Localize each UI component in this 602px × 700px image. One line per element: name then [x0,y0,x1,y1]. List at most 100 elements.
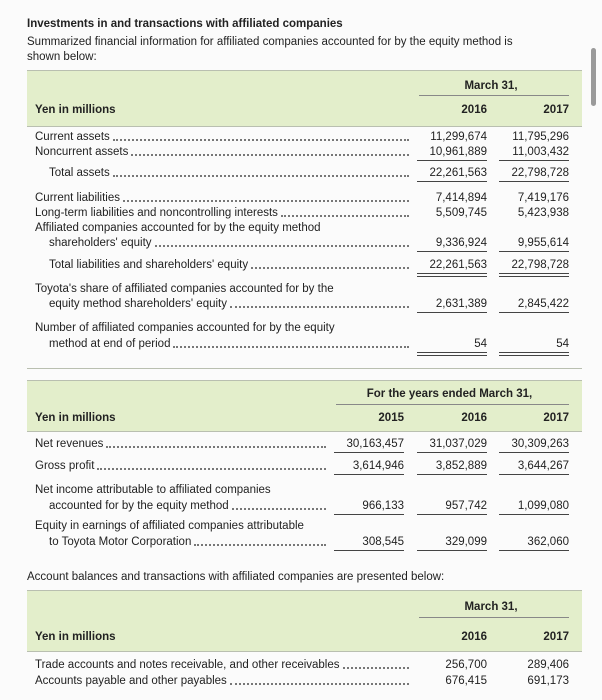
underline [334,514,404,515]
cell-value: 9,336,924 [435,237,487,249]
row-label: accounted for by the equity method [49,499,326,513]
label-text: Trade accounts and notes receivable, and… [35,659,340,671]
label-text: accounted for by the equity method [49,500,229,512]
label-text: Noncurrent assets [35,146,129,158]
cell-value: 54 [556,338,569,350]
underline [499,474,569,475]
rule [419,617,569,618]
cell-value: 256,700 [445,659,487,671]
leader-dots [131,154,409,156]
leader-dots [231,508,326,510]
label-text: Accounts payable and other payables [35,675,227,687]
cell-value: 1,099,080 [517,500,569,512]
unit-label: Yen in millions [35,412,116,424]
cell-value: 3,644,267 [517,460,569,472]
row-label: Current liabilities [35,191,409,205]
cell-value: 22,798,728 [511,259,569,271]
row-label: method at end of period [49,337,409,351]
cell-value: 30,309,263 [511,438,569,450]
underline [417,312,487,313]
underline [417,273,487,274]
cell-value: 31,037,029 [429,438,487,450]
header-band [27,380,582,432]
cell-value: 22,261,563 [429,167,487,179]
underline [499,352,569,353]
row-label: to Toyota Motor Corporation [49,535,326,549]
leader-dots [342,667,409,669]
label-text: Net revenues [35,438,104,450]
cell-value: 11,795,296 [512,131,569,143]
cell-value: 966,133 [362,500,404,512]
underline [499,355,569,356]
column-header: 2015 [378,412,404,424]
row-label: Total liabilities and shareholders' equi… [49,258,409,272]
label-text: Long-term liabilities and noncontrolling… [35,207,278,219]
underline [499,312,569,313]
label-text: Current liabilities [35,192,121,204]
column-header: 2016 [461,631,487,643]
leader-dots [106,446,326,448]
underline [499,452,569,453]
cell-value: 691,173 [527,675,569,687]
row-label: equity method shareholders' equity [49,297,409,311]
row-label: Toyota's share of affiliated companies a… [35,283,334,295]
leader-dots [173,346,409,348]
cell-value: 54 [474,338,487,350]
leader-dots [229,683,409,685]
unit-label: Yen in millions [35,631,116,643]
underline [499,514,569,515]
cell-value: 362,060 [527,536,569,548]
cell-value: 2,845,422 [517,298,569,310]
underline [417,550,487,551]
subtitle: Summarized financial information for aff… [27,36,513,48]
underline [499,251,569,252]
row-label: Net revenues [35,437,326,451]
row-label: Accounts payable and other payables [35,674,409,688]
underline [334,452,404,453]
period-header: March 31, [464,80,518,92]
cell-value: 30,163,457 [346,438,404,450]
note: Account balances and transactions with a… [27,571,445,583]
cell-value: 289,406 [527,659,569,671]
column-header: 2016 [461,104,487,116]
cell-value: 329,099 [445,536,487,548]
cell-value: 11,299,674 [430,131,487,143]
cell-value: 5,509,745 [435,207,487,219]
underline [417,352,487,353]
underline [499,181,569,182]
header-band [27,70,582,127]
table-border [27,368,582,369]
period-header: For the years ended March 31, [366,388,533,400]
column-header: 2017 [543,631,569,643]
subtitle: shown below: [27,51,97,63]
leader-dots [194,544,326,546]
cell-value: 9,955,614 [517,237,569,249]
row-label: Equity in earnings of affiliated compani… [35,520,304,532]
label-text: method at end of period [49,338,171,350]
underline [417,355,487,356]
leader-dots [97,468,326,470]
rule [336,404,569,405]
cell-value: 10,961,889 [429,146,487,158]
leader-dots [230,306,409,308]
unit-label: Yen in millions [35,104,116,116]
cell-value: 22,261,563 [429,259,487,271]
label-text: equity method shareholders' equity [49,298,227,310]
title: Investments in and transactions with aff… [27,18,343,30]
cell-value: 22,798,728 [511,167,569,179]
row-label: Noncurrent assets [35,145,409,159]
leader-dots [251,267,409,269]
cell-value: 7,419,176 [517,192,569,204]
underline [499,276,569,277]
underline [417,452,487,453]
cell-value: 3,614,946 [352,460,404,472]
column-header: 2017 [543,104,569,116]
label-text: to Toyota Motor Corporation [49,536,192,548]
row-label: Total assets [49,166,409,180]
row-label: Long-term liabilities and noncontrolling… [35,206,409,220]
underline [499,273,569,274]
rule [419,95,569,96]
label-text: Total assets [49,167,110,179]
label-text: Gross profit [35,460,95,472]
